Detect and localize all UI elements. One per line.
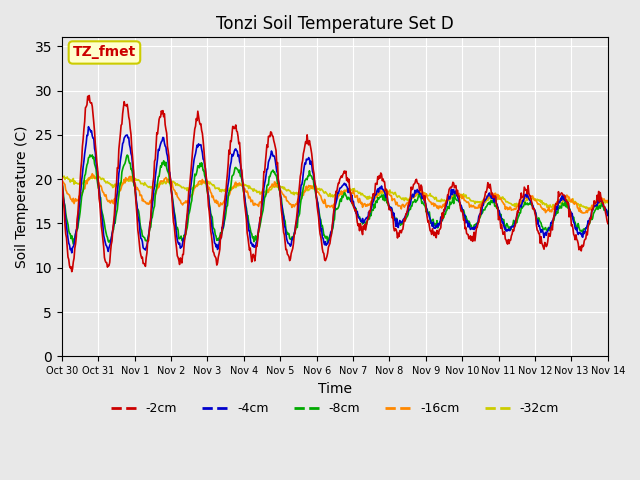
Title: Tonzi Soil Temperature Set D: Tonzi Soil Temperature Set D [216, 15, 454, 33]
Text: TZ_fmet: TZ_fmet [73, 46, 136, 60]
Y-axis label: Soil Temperature (C): Soil Temperature (C) [15, 126, 29, 268]
X-axis label: Time: Time [318, 382, 352, 396]
Legend: -2cm, -4cm, -8cm, -16cm, -32cm: -2cm, -4cm, -8cm, -16cm, -32cm [106, 397, 564, 420]
